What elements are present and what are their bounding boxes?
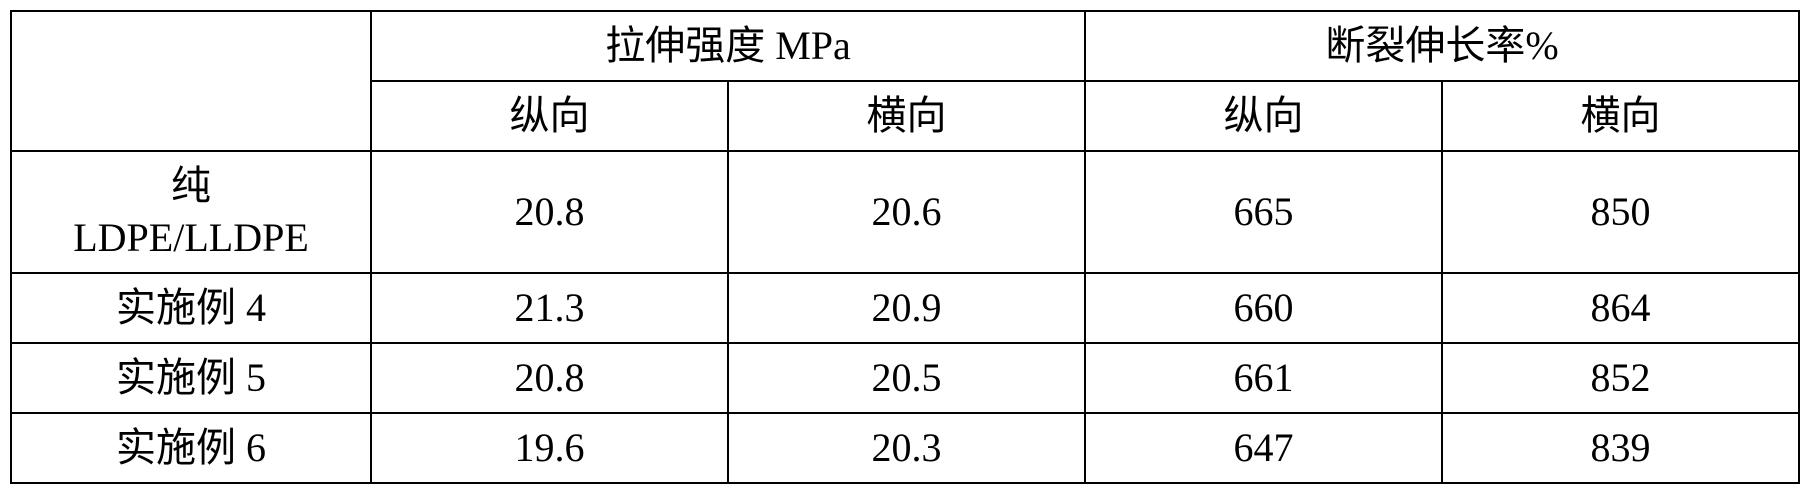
cell: 661: [1085, 343, 1442, 413]
cell: 20.8: [371, 151, 728, 273]
cell: 660: [1085, 273, 1442, 343]
cell: 20.8: [371, 343, 728, 413]
row-label: 实施例 5: [11, 343, 371, 413]
table-row: 纯LDPE/LLDPE 20.8 20.6 665 850: [11, 151, 1799, 273]
sub-header: 纵向: [1085, 81, 1442, 151]
cell: 850: [1442, 151, 1799, 273]
cell: 21.3: [371, 273, 728, 343]
cell: 19.6: [371, 413, 728, 483]
row-label: 纯LDPE/LLDPE: [11, 151, 371, 273]
group-header-tensile: 拉伸强度 MPa: [371, 11, 1085, 81]
header-row-1: 拉伸强度 MPa 断裂伸长率%: [11, 11, 1799, 81]
cell: 647: [1085, 413, 1442, 483]
row-label-header: [11, 11, 371, 151]
cell: 852: [1442, 343, 1799, 413]
data-table: 拉伸强度 MPa 断裂伸长率% 纵向 横向 纵向 横向 纯LDPE/LLDPE …: [10, 10, 1800, 484]
cell: 839: [1442, 413, 1799, 483]
cell: 864: [1442, 273, 1799, 343]
row-label: 实施例 4: [11, 273, 371, 343]
group-header-elongation: 断裂伸长率%: [1085, 11, 1799, 81]
row-label: 实施例 6: [11, 413, 371, 483]
table-row: 实施例 6 19.6 20.3 647 839: [11, 413, 1799, 483]
cell: 20.9: [728, 273, 1085, 343]
table-row: 实施例 5 20.8 20.5 661 852: [11, 343, 1799, 413]
cell: 20.5: [728, 343, 1085, 413]
cell: 20.3: [728, 413, 1085, 483]
table-row: 实施例 4 21.3 20.9 660 864: [11, 273, 1799, 343]
sub-header: 横向: [728, 81, 1085, 151]
cell: 665: [1085, 151, 1442, 273]
sub-header: 纵向: [371, 81, 728, 151]
sub-header: 横向: [1442, 81, 1799, 151]
cell: 20.6: [728, 151, 1085, 273]
